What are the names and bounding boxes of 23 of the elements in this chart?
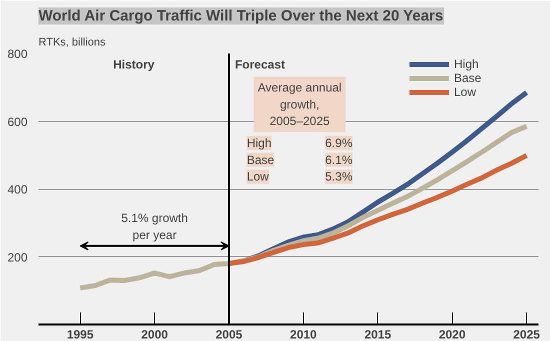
- y-tick-label: 400: [7, 182, 28, 196]
- y-tick-label: 600: [7, 114, 28, 129]
- annotation: 5.1% growth per year: [121, 211, 188, 242]
- x-tick-label: 2020: [438, 328, 466, 341]
- chart-title: World Air Cargo Traffic Will Triple Over the Next 20 Years: [38, 8, 444, 24]
- legend-label: Low: [454, 85, 478, 99]
- text: Low 5.3%: [246, 170, 352, 184]
- annotation: Average annual growth, 2005–2025: [258, 80, 342, 128]
- x-tick-label: 1995: [66, 328, 94, 341]
- legend-label: High: [454, 57, 480, 71]
- text: High 6.9%: [246, 136, 352, 150]
- x-tick-label: 2005: [216, 328, 243, 341]
- text: Base 6.1%: [246, 152, 352, 167]
- y-tick-label: 800: [7, 47, 28, 61]
- x-tick-label: 2000: [141, 328, 168, 341]
- x-tick-label: 2010: [290, 328, 318, 341]
- legend-label: Base: [454, 71, 482, 85]
- annotation: History: [113, 58, 155, 72]
- x-tick-label: 2015: [364, 328, 392, 341]
- y-tick-label: 200: [7, 250, 28, 264]
- y-axis-title: RTKs, billions: [38, 36, 106, 48]
- x-tick-label: 2025: [513, 328, 540, 341]
- annotation: Forecast: [234, 58, 286, 72]
